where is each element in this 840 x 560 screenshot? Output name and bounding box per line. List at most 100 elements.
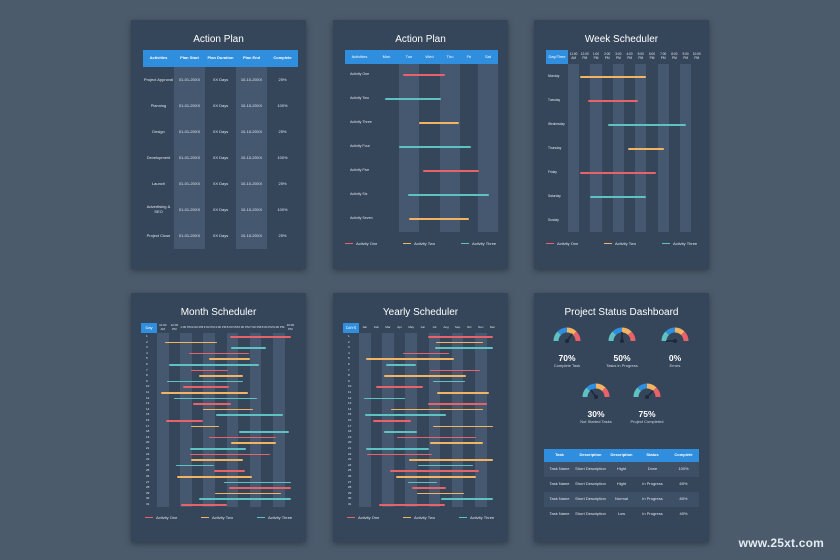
legend-label: Activity One xyxy=(356,241,378,246)
gauge-segment xyxy=(566,327,577,336)
legend-item: Activity Three xyxy=(461,241,496,246)
legend-swatch xyxy=(145,516,153,519)
row-label: 26 xyxy=(146,474,150,478)
schedule-bar xyxy=(199,498,291,500)
legend-item: Activity One xyxy=(546,241,578,246)
gauge-icon xyxy=(661,327,689,343)
row-label: 26 xyxy=(348,474,352,478)
column-stripe xyxy=(226,333,239,507)
legend-swatch xyxy=(604,242,612,245)
schedule-bar xyxy=(215,414,283,416)
gauge-caption: Tasks in Progress xyxy=(606,363,638,368)
legend-item: Activity Two xyxy=(403,515,435,520)
row-label: 12 xyxy=(348,395,352,400)
card-title: Month Scheduler xyxy=(180,307,257,318)
row-stripe xyxy=(544,492,699,507)
table-cell: 100% xyxy=(277,102,288,108)
column-stripe xyxy=(399,64,419,232)
table-header-cell: 1:00 PM xyxy=(180,325,192,330)
table-cell: XX Days xyxy=(212,76,229,82)
table-header-cell: May xyxy=(408,325,415,330)
table-header-cell: DAYS xyxy=(343,323,359,333)
table-header-cell: Sat xyxy=(478,50,498,64)
gauge-hub xyxy=(565,339,569,343)
schedule-bar xyxy=(223,481,291,484)
gauge-value: 75% xyxy=(638,409,656,419)
row-label: 18 xyxy=(348,429,352,434)
table-cell: 10-10-20XX xyxy=(240,206,263,212)
column-stripe xyxy=(236,67,267,249)
table-header-cell: Thu xyxy=(440,50,460,64)
row-label: 7 xyxy=(146,367,148,372)
row-label: 19 xyxy=(146,434,150,439)
schedule-bar xyxy=(191,425,219,428)
table-cell: In Progress xyxy=(642,481,663,487)
table-cell: Launch xyxy=(151,180,166,186)
legend-label: Activity Two xyxy=(414,241,436,246)
gantt-bar xyxy=(399,146,471,148)
row-label: 11 xyxy=(146,390,150,394)
row-label: 3 xyxy=(348,345,350,350)
row-label: 30 xyxy=(348,496,352,501)
table-cell: 25% xyxy=(278,128,287,134)
gauge-caption: Errors xyxy=(669,363,681,368)
table-cell: 10-10-20XX xyxy=(240,232,263,238)
column-stripe xyxy=(475,333,487,507)
table-header-cell: Jul xyxy=(432,325,437,330)
row-label: Friday xyxy=(548,170,557,174)
row-label: 21 xyxy=(146,446,150,450)
row-label: Saturday xyxy=(548,194,561,198)
row-label: Activity Six xyxy=(350,192,368,196)
gauge-icon xyxy=(608,327,636,343)
table-header-cell: 4:00 PM xyxy=(626,52,633,60)
table-header-cell: 6:00 PM xyxy=(648,52,656,60)
schedule-bar xyxy=(428,336,493,338)
column-stripe xyxy=(440,64,460,232)
row-label: 12 xyxy=(146,395,150,400)
row-label: 27 xyxy=(146,479,150,484)
gauge-segment xyxy=(595,383,606,392)
table-header-cell: Feb xyxy=(373,325,379,330)
legend-item: Activity Two xyxy=(604,241,636,246)
gauge-segment xyxy=(637,383,648,392)
column-stripe xyxy=(478,64,498,232)
table-cell: Development xyxy=(146,154,171,160)
row-label: 24 xyxy=(348,462,352,467)
row-label: 21 xyxy=(348,446,352,450)
gauge-segment xyxy=(586,383,597,392)
table-cell: 01-01-20XX xyxy=(178,232,201,238)
row-stripe xyxy=(544,462,699,477)
schedule-bar xyxy=(429,369,481,372)
table-header-cell: Activities xyxy=(143,50,174,67)
column-stripe xyxy=(157,333,169,507)
schedule-bar xyxy=(375,386,423,388)
column-stripe xyxy=(451,333,464,507)
row-label: 28 xyxy=(146,485,150,490)
week-scheduler-card: Week Scheduler Day/Time 11:00 AM 12:00 PM 1… xyxy=(534,20,709,269)
table-cell: Short Description xyxy=(575,481,606,487)
table-cell: Hight xyxy=(616,481,627,487)
row-label: 25 xyxy=(348,468,352,473)
gauge-segment xyxy=(621,327,632,336)
table-cell: Done xyxy=(647,466,658,472)
legend-label: Activity Two xyxy=(414,515,436,520)
table-cell: 80% xyxy=(679,496,688,502)
table-header-cell: Tue xyxy=(399,50,419,64)
table-cell: In Progress xyxy=(642,511,663,517)
table-header-cell: 1:00 PM xyxy=(592,52,600,60)
gauge-hub xyxy=(594,395,598,399)
table-header-cell: 5:00 PM xyxy=(637,52,644,60)
legend-label: Activity Two xyxy=(615,241,637,246)
table-cell: 01-01-20XX xyxy=(178,180,201,186)
schedule-bar xyxy=(231,347,267,349)
row-label: 9 xyxy=(146,378,148,383)
table-cell: Task Name xyxy=(549,511,570,517)
table-cell: 100% xyxy=(277,206,288,212)
gantt-bar xyxy=(419,122,459,124)
schedule-bar xyxy=(365,358,454,360)
column-stripe xyxy=(428,333,441,507)
row-label: 2 xyxy=(146,339,148,344)
action-plan-table-card: Action Plan Activities Plan Start Plan Dur… xyxy=(131,20,306,269)
legend-swatch xyxy=(345,242,353,245)
row-label: Activity Four xyxy=(350,144,370,148)
